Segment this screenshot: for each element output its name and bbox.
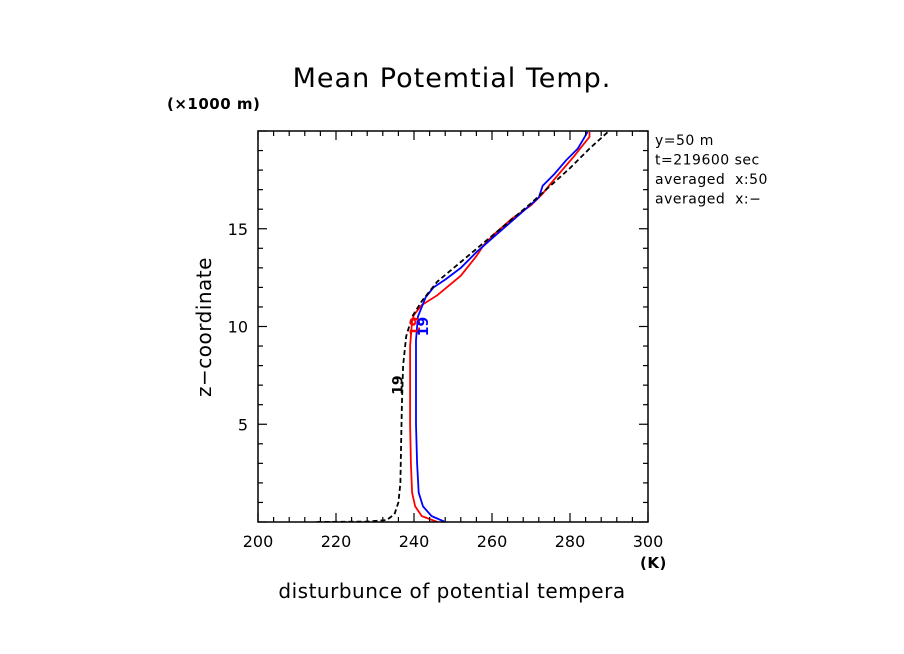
x-tick-label: 300 xyxy=(633,532,664,551)
contour-label-3: 19 xyxy=(390,375,406,394)
y-tick-label: 5 xyxy=(238,415,248,434)
y-axis-label: z−coordinate xyxy=(192,257,216,397)
info-block: y=50 m t=219600 sec averaged x:50 averaged … xyxy=(655,133,768,208)
y-axis: 5 10 15 xyxy=(228,130,648,523)
info-line: averaged x:50 xyxy=(655,172,768,188)
series-layer xyxy=(316,131,610,522)
x-axis-unit: (K) xyxy=(640,554,667,572)
x-tick-label: 240 xyxy=(399,532,430,551)
info-line: averaged x:− xyxy=(655,192,761,208)
x-tick-label: 220 xyxy=(321,532,352,551)
x-tick-label: 280 xyxy=(555,532,586,551)
contour-label-1: 19 xyxy=(408,317,424,336)
series-line-3 xyxy=(316,131,610,522)
info-line: y=50 m xyxy=(655,133,714,149)
contour-label-2: 19 xyxy=(416,317,432,336)
chart-title: Mean Potemtial Temp. xyxy=(293,63,612,94)
x-tick-label: 200 xyxy=(243,532,274,551)
x-tick-label: 260 xyxy=(477,532,508,551)
x-axis-label: disturbunce of potential tempera xyxy=(278,579,625,603)
y-tick-label: 10 xyxy=(228,318,248,337)
series-line-2 xyxy=(415,131,589,522)
series-line-1 xyxy=(409,132,591,522)
plot-frame xyxy=(257,130,649,523)
x-axis: 200 220 240 260 280 300 xyxy=(243,131,664,551)
y-tick-label: 15 xyxy=(228,220,248,239)
info-line: t=219600 sec xyxy=(655,153,760,169)
y-axis-unit: (×1000 m) xyxy=(167,95,260,113)
